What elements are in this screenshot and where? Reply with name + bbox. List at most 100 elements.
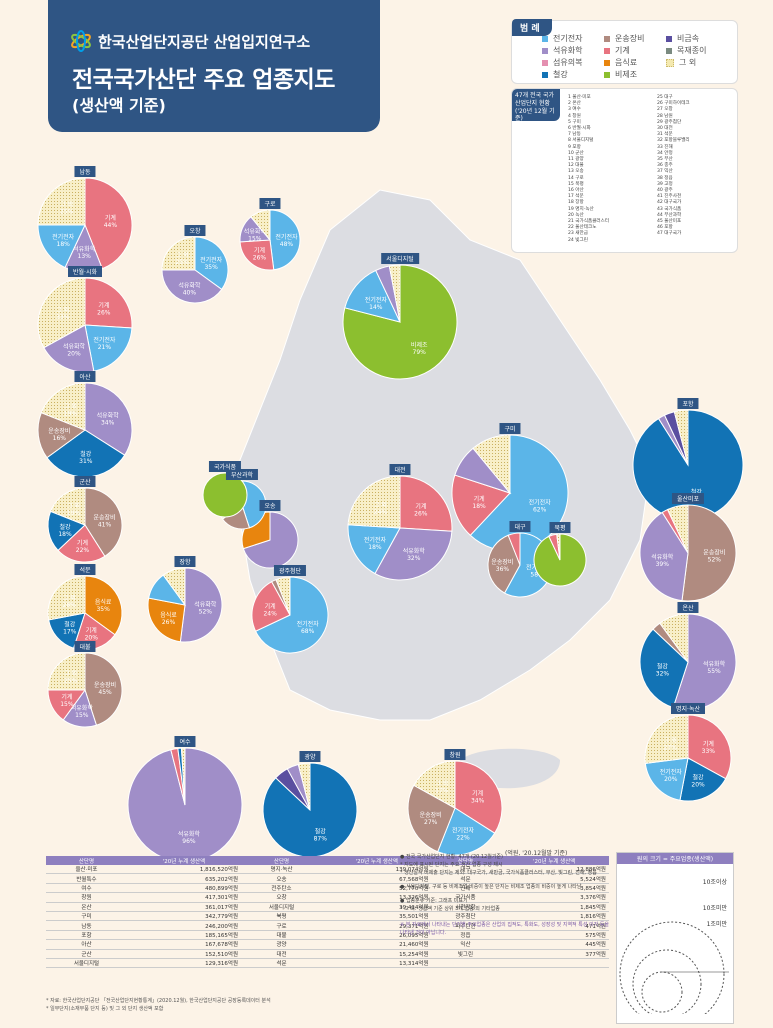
pie-slice-label: 운송장비 52% [703,549,725,564]
complex-list-item: 38 정읍 [657,175,673,181]
pie-slice-label: 그 외 19% [64,404,78,418]
pie-title: 대불 [74,641,96,652]
pie-slice-label: 운송장비 45% [94,681,116,696]
pie-slice [275,576,291,616]
title-box: 한국산업단지공단 산업입지연구소 전국국가산단 주요 업종지도 (생산액 기준) [48,0,380,132]
pie-slice-label: 석유화학 52% [194,600,217,615]
legend-swatch [542,35,548,42]
legend-item: 그 외 [666,57,696,68]
table-row: 울산·미포 1,816,520억원 명지·녹산 139,074억원 대구 12,886억원 [46,865,609,875]
pie-slice [437,807,496,856]
table-cell-value: 13,326억원 [321,892,432,903]
complex-list-column-2: 25 대구 26 구미하이테크 27 오창 28 남원 29 광주첨단 30 대전 31 석… [657,95,690,238]
pie-slice [472,434,511,495]
table-row: 군산 152,510억원 대전 15,254억원 빛그린 377억원 [46,949,609,959]
pie-9: 기계 44% 석유화학 13%전기전자 18% 그 외 25% [37,177,133,273]
table-cell-value: 67,568억원 [321,873,432,884]
complex-list-item: 20 녹산 [568,212,584,218]
pie-slice-label: 기계 33% [702,740,716,755]
note-line: ● 전국 국가산업단지 현황: 47개 (20.12월기준) [400,854,503,860]
pie-slice-label: 석유화학 15% [244,227,267,242]
pie-slice [179,567,223,643]
table-cell-name: 전주탄소 [241,883,322,894]
table-cell-name: 익산 [431,939,500,950]
note-line: * 생산실적 미제출 단지는 제외: 대구국가, 새만금, 국가식품클러스터, … [400,870,597,876]
pie-slice-label: 철강 20% [691,773,705,788]
pie-slice-label: 그 외 25% [64,671,78,685]
pie-slice [147,597,186,643]
pie-slice-label: 전기전자 14% [365,296,388,311]
table-row: 창원 417,301억원 오창 13,326억원 국가식품 3,376억원 [46,892,609,903]
complex-list-item: 9 포항 [568,144,581,150]
pie-title: 장항 [174,556,196,567]
pie-slice [507,532,521,566]
pie-19 [241,511,299,569]
pie-slice-label: 그 외 25% [60,202,74,216]
complex-list-item: 36 충주 [657,163,673,169]
pie-slice-label: 기계 44% [104,214,118,229]
table-cell-name: 광양 [241,939,322,950]
pie-slice-label: 기계 22% [76,539,90,554]
table-cell-value: 5,524억원 [499,873,609,884]
pie-slice-label: 석유화학 13% [73,245,96,260]
table-cell-name: 진해 [431,883,500,894]
table-cell-value: 15,254억원 [321,949,432,959]
table-cell-name: 정읍 [431,930,500,941]
pie-slice [37,412,87,459]
pie-slice [180,747,186,806]
scale-label-medium: 10조미만 [702,905,727,912]
complex-list-item: 27 오창 [657,107,673,113]
pie-title: 아산 [74,371,96,382]
scale-label-large: 10조이상 [702,879,727,886]
legend-label: 목재종이 [677,46,707,55]
table-cell-value: 139,074억원 [321,865,432,875]
legend-item: 음식료 [604,57,637,68]
pie-title: 군산 [74,476,96,487]
pie-slice-label: 운송장비 41% [93,513,115,528]
complex-list-item: 47 대구국가 [657,231,682,237]
table-cell-value: 3,376억원 [499,892,609,903]
table-row: 반월특수 635,202억원 오송 67,568억원 석문 5,524억원 [46,873,609,884]
legend-item: 비금속 [666,33,699,44]
pie-slice [37,224,86,269]
org-name: 한국산업단지공단 산업입지연구소 [70,30,310,52]
pie-title: 울산미포 [671,493,705,504]
pie-slice-label: 비제조 79% [411,341,428,356]
pie-slice [84,277,133,329]
pie-10: 기계 26% 전기전자 21% 석유화학 20% 그 외 33% [37,277,133,373]
pie-20: 전기전자 35% 석유화학 40% 그 외 25% [161,236,229,304]
table-cell-name: 구미 [46,911,127,922]
table-cell-value: 1,816,520억원 [126,865,242,875]
legend-label: 운송장비 [615,34,645,43]
pie-slice-label: 그 외 28% [63,595,77,609]
complex-list-item: 6 반월·시화 [568,126,591,132]
pie-slice [374,527,453,581]
complex-list-item: 45 울산미포 [657,219,682,225]
table-cell-name: 대불 [241,930,322,941]
pie-22 [533,533,587,587]
legend-label: 기계 [615,46,630,55]
pie-15: 석유화학 52% 음식료 26% [147,567,223,643]
pie-slice [162,567,186,607]
note-line: ※ 본 자료에서 나타내는 단지별 주요업종은 산업의 집적도, 특화도, 성장… [400,922,610,936]
pie-11: 석유화학 34% 철강 31% 운송장비 16% 그 외 19% [37,382,133,478]
table-cell-name: 국가식품 [431,892,500,903]
pie-16: 운송장비 45%석유화학 15%기계 15% 그 외 25% [47,652,123,728]
legend-swatch [542,47,548,54]
legend-item: 석유화학 [542,45,582,56]
pie-slice [242,511,299,569]
pie-slice [666,504,689,554]
table-row: 온산 361,017억원 서울디지털 39,414억원 서천장항 1,845억원 [46,902,609,912]
pie-slice [84,575,123,636]
table-cell-value: 377억원 [499,949,609,959]
pie-slice [347,475,401,529]
legend-swatch [542,59,548,66]
pie-title: 온산 [677,602,699,613]
table-cell-value: 21,460억원 [321,939,432,950]
table-cell-value: 12,886억원 [499,865,609,875]
table-cell-name: 포항 [46,930,127,941]
table-cell-value: 52,770억원 [321,883,432,894]
table-cell-name: 석문 [431,873,500,884]
legend-swatch [604,59,610,66]
page-subtitle: (생산액 기준) [72,96,166,115]
